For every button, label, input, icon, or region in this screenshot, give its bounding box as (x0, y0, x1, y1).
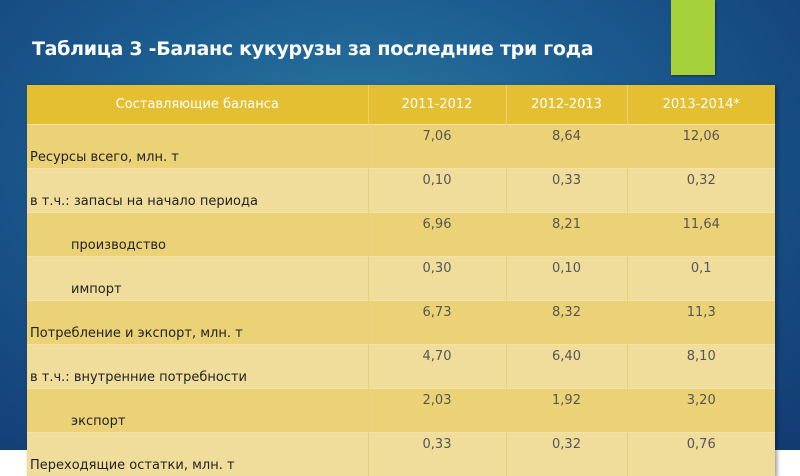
cell-value: 0,32 (627, 169, 775, 213)
cell-value: 1,92 (506, 389, 627, 433)
cell-value: 0,32 (506, 433, 627, 476)
row-label: экспорт (27, 389, 368, 433)
cell-value: 12,06 (627, 125, 775, 169)
row-label: производство (27, 213, 368, 257)
cell-value: 3,20 (627, 389, 775, 433)
cell-value: 8,64 (506, 125, 627, 169)
row-label: импорт (27, 257, 368, 301)
row-label: Потребление и экспорт, млн. т (27, 301, 368, 345)
balance-table: Составляющие баланса 2011-2012 2012-2013… (27, 85, 775, 476)
cell-value: 0,1 (627, 257, 775, 301)
cell-value: 8,21 (506, 213, 627, 257)
row-label: Переходящие остатки, млн. т (27, 433, 368, 476)
cell-value: 6,40 (506, 345, 627, 389)
header-2011-2012: 2011-2012 (368, 85, 506, 125)
cell-value: 2,03 (368, 389, 506, 433)
slide: Таблица 3 -Баланс кукурузы за последние … (0, 0, 800, 450)
header-2013-2014: 2013-2014* (627, 85, 775, 125)
row-label: в т.ч.: запасы на начало периода (27, 169, 368, 213)
cell-value: 0,10 (506, 257, 627, 301)
cell-value: 0,33 (368, 433, 506, 476)
row-label: в т.ч.: внутренние потребности (27, 345, 368, 389)
accent-bar (671, 0, 715, 75)
header-2012-2013: 2012-2013 (506, 85, 627, 125)
cell-value: 8,32 (506, 301, 627, 345)
row-label: Ресурсы всего, млн. т (27, 125, 368, 169)
header-components: Составляющие баланса (27, 85, 368, 125)
cell-value: 6,73 (368, 301, 506, 345)
cell-value: 11,64 (627, 213, 775, 257)
cell-value: 0,10 (368, 169, 506, 213)
cell-value: 7,06 (368, 125, 506, 169)
cell-value: 0,33 (506, 169, 627, 213)
cell-value: 0,30 (368, 257, 506, 301)
cell-value: 4,70 (368, 345, 506, 389)
table-header-row: Составляющие баланса 2011-2012 2012-2013… (27, 85, 775, 125)
slide-title: Таблица 3 -Баланс кукурузы за последние … (32, 38, 593, 60)
cell-value: 0,76 (627, 433, 775, 476)
cell-value: 8,10 (627, 345, 775, 389)
cell-value: 6,96 (368, 213, 506, 257)
cell-value: 11,3 (627, 301, 775, 345)
